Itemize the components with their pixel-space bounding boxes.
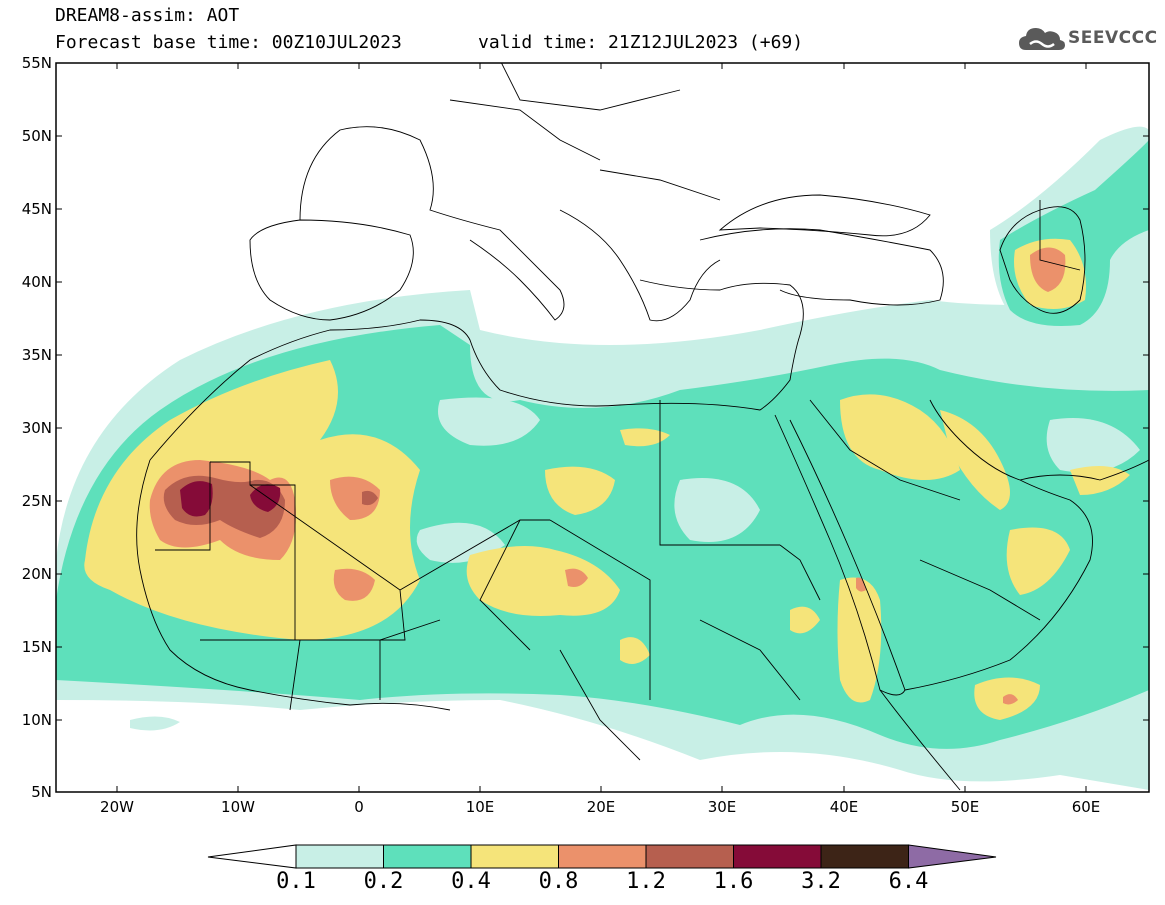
- lat-label: 15N: [21, 638, 52, 656]
- lon-label: 0: [354, 798, 364, 816]
- colorbar-label: 0.2: [363, 869, 404, 894]
- logo-text: SEEVCCC: [1068, 28, 1158, 48]
- lat-label: 55N: [21, 54, 52, 72]
- colorbar-bin-1-2: [645, 844, 734, 869]
- colorbar-bin-0-4: [470, 844, 559, 869]
- forecast-base-time: Forecast base time: 00Z10JUL2023: [55, 32, 402, 53]
- colorbar-bin-3-2: [820, 844, 909, 869]
- aot-contour-field: [56, 63, 1149, 792]
- lon-label: 60E: [1071, 798, 1101, 816]
- colorbar-over-arrow: [908, 844, 997, 869]
- colorbar-label: 1.6: [713, 869, 754, 894]
- lat-label: 5N: [31, 783, 52, 801]
- lat-label: 45N: [21, 200, 52, 218]
- lon-label: 20W: [100, 798, 134, 816]
- lat-label: 35N: [21, 346, 52, 364]
- aot-level-1-6: [180, 481, 213, 517]
- colorbar-bin-0-2: [383, 844, 472, 869]
- colorbar-under-arrow: [207, 844, 297, 869]
- colorbar-label: 3.2: [801, 869, 841, 894]
- lat-label: 40N: [21, 273, 52, 291]
- colorbar-label: 0.4: [451, 869, 491, 894]
- lat-label: 20N: [21, 565, 52, 583]
- axis-ticks: [56, 62, 1149, 792]
- lon-label: 50E: [950, 798, 980, 816]
- colorbar-label: 6.4: [888, 869, 929, 894]
- lon-label: 20E: [586, 798, 616, 816]
- lat-label: 25N: [21, 492, 52, 510]
- seevccc-logo: SEEVCCC: [1018, 24, 1158, 56]
- colorbar-bin-0-1: [295, 844, 384, 869]
- lon-label: 30E: [707, 798, 737, 816]
- colorbar-bin-0-8: [558, 844, 647, 869]
- lat-label: 10N: [21, 711, 52, 729]
- lat-label: 30N: [21, 419, 52, 437]
- lon-label: 40E: [829, 798, 859, 816]
- lon-label: 10E: [465, 798, 495, 816]
- colorbar: [207, 844, 997, 869]
- colorbar-label: 1.2: [626, 869, 666, 894]
- valid-time: valid time: 21Z12JUL2023 (+69): [478, 32, 804, 53]
- colorbar-bin-1-6: [733, 844, 822, 869]
- country-borders: [136, 63, 1149, 791]
- colorbar-label: 0.8: [538, 869, 579, 894]
- lon-label: 10W: [221, 798, 255, 816]
- lat-label: 50N: [21, 127, 52, 145]
- cloud-icon: [1019, 28, 1065, 50]
- colorbar-label: 0.1: [276, 869, 316, 894]
- map-title: DREAM8-assim: AOT: [55, 5, 240, 26]
